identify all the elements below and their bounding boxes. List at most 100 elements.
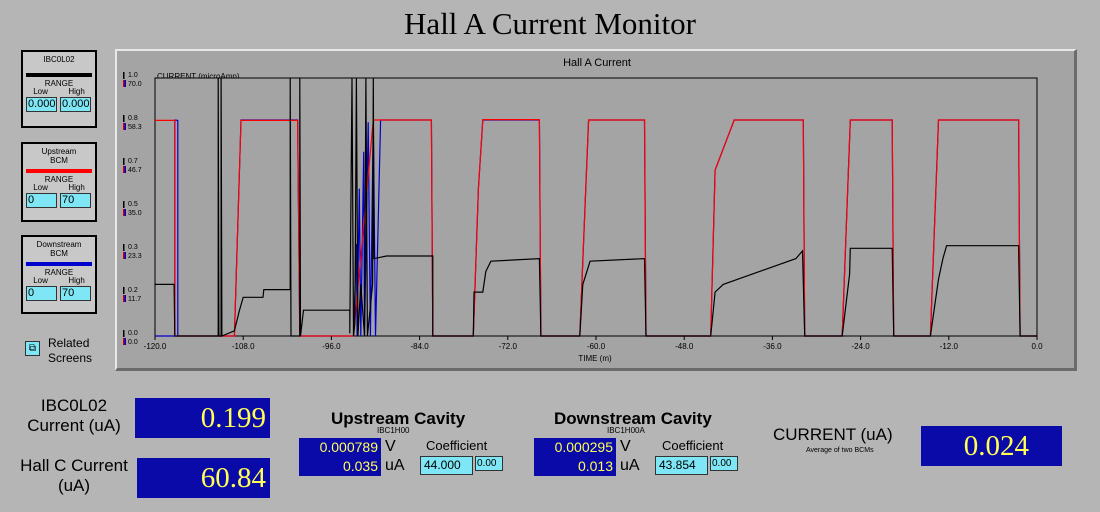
current-label: CURRENT (uA)	[773, 425, 893, 444]
x-tick-label: -48.0	[675, 342, 694, 351]
series-color-swatch	[26, 73, 92, 77]
y-tick-mark-downstream	[124, 252, 126, 259]
low-label: Low	[33, 276, 48, 285]
upstream-current-value: 0.035	[299, 457, 381, 476]
upstream-voltage-unit: V	[385, 438, 396, 455]
low-label: Low	[33, 183, 48, 192]
upstream-voltage-value: 0.000789	[299, 438, 381, 457]
y-tick-label-ibc: 0.8	[128, 115, 138, 122]
y-tick-mark-downstream	[124, 209, 126, 216]
x-tick-label: -84.0	[410, 342, 429, 351]
y-tick-mark-upstream	[123, 338, 125, 345]
related-screens-icon[interactable]: ⧉	[25, 341, 40, 356]
downstream-voltage-value: 0.000295	[534, 438, 616, 457]
y-tick-label-ibc: 0.5	[128, 201, 138, 208]
y-tick-mark-upstream	[123, 166, 125, 173]
y-tick-label-bcm: 70.0	[128, 81, 142, 88]
x-tick-label: -120.0	[144, 342, 167, 351]
current-chart: Hall A Current CURRENT (microAmp) TIME (…	[123, 57, 1043, 363]
x-tick-label: -24.0	[851, 342, 870, 351]
y-tick-mark-downstream	[124, 166, 126, 173]
panel-name: IBC0L02	[43, 55, 75, 64]
x-tick-label: -72.0	[499, 342, 518, 351]
y-tick-label-ibc: 0.7	[128, 158, 138, 165]
panel-name: Downstream BCM	[36, 240, 82, 258]
upstream-coefficient-label: Coefficient	[426, 438, 488, 453]
range-label: RANGE	[44, 268, 74, 277]
downstream-voltage-unit: V	[620, 438, 631, 455]
x-tick-label: -12.0	[940, 342, 959, 351]
range-high-input[interactable]: 70	[60, 193, 91, 208]
y-tick-label-bcm: 46.7	[128, 167, 142, 174]
range-label: RANGE	[44, 79, 74, 88]
y-tick-label-ibc: 0.2	[128, 287, 138, 294]
high-label: High	[68, 87, 85, 96]
chart-ylabel: CURRENT (microAmp)	[157, 72, 240, 81]
x-tick-label: -60.0	[587, 342, 606, 351]
upstream-coefficient-input[interactable]: 44.000	[420, 456, 473, 475]
y-tick-label-bcm: 35.0	[128, 210, 142, 217]
ibc0l02-current-value: 0.199	[135, 398, 270, 438]
y-tick-mark-downstream	[124, 338, 126, 345]
y-tick-label-bcm: 11.7	[128, 296, 141, 303]
upstream-cavity-sub: IBC1H00	[377, 426, 410, 435]
range-low-input[interactable]: 0	[26, 286, 57, 301]
upstream-cavity-title: Upstream Cavity	[331, 409, 466, 428]
y-tick-mark-downstream	[124, 80, 126, 87]
y-tick-label-ibc: 0.0	[128, 330, 138, 337]
ibc0l02-current-label: IBC0L02 Current (uA)	[27, 396, 121, 435]
high-label: High	[68, 276, 85, 285]
y-tick-label-bcm: 23.3	[128, 253, 142, 260]
downstream-coefficient-label: Coefficient	[662, 438, 724, 453]
downstream-cavity-sub: IBC1H00A	[607, 426, 645, 435]
y-tick-label-bcm: 58.3	[128, 124, 142, 131]
series-color-swatch	[26, 169, 92, 173]
y-tick-mark-upstream	[123, 80, 125, 87]
chart-title: Hall A Current	[563, 57, 631, 69]
hallc-current-label: Hall C Current (uA)	[20, 456, 128, 495]
y-tick-mark-downstream	[124, 295, 126, 302]
x-tick-label: -36.0	[763, 342, 782, 351]
downstream-offset-input[interactable]: 0.00	[710, 456, 738, 471]
low-label: Low	[33, 87, 48, 96]
upstream-offset-input[interactable]: 0.00	[475, 456, 503, 471]
chart-frame: Hall A Current CURRENT (microAmp) TIME (…	[115, 49, 1077, 371]
range-high-input[interactable]: 70	[60, 286, 91, 301]
y-tick-mark-ibc	[123, 158, 125, 165]
y-tick-mark-upstream	[123, 123, 125, 130]
hallc-current-value: 60.84	[137, 458, 270, 498]
y-tick-mark-upstream	[123, 295, 125, 302]
chart-xlabel: TIME (m)	[578, 354, 612, 363]
range-label: RANGE	[44, 175, 74, 184]
y-tick-label-bcm: 0.0	[128, 339, 138, 346]
panel-name: Upstream BCM	[41, 147, 77, 165]
y-tick-mark-ibc	[123, 244, 125, 251]
series-color-swatch	[26, 262, 92, 266]
downstream-cavity-title: Downstream Cavity	[554, 409, 712, 428]
y-tick-mark-upstream	[123, 252, 125, 259]
page-title: Hall A Current Monitor	[404, 6, 696, 41]
high-label: High	[68, 183, 85, 192]
related-screens-label[interactable]: Related Screens	[48, 336, 93, 365]
ibc0l02-panel: IBC0L02 RANGE Low High 0.000 0.000	[21, 50, 97, 128]
current-value: 0.024	[921, 426, 1062, 466]
downstream-bcm-panel: Downstream BCM RANGE Low High 0 70	[21, 235, 97, 314]
range-low-input[interactable]: 0	[26, 193, 57, 208]
x-tick-label: -96.0	[322, 342, 341, 351]
series-line-ibc0l02	[155, 77, 1037, 337]
y-tick-mark-ibc	[123, 287, 125, 294]
downstream-current-value: 0.013	[534, 457, 616, 476]
y-tick-label-ibc: 1.0	[128, 72, 138, 79]
y-tick-mark-ibc	[123, 115, 125, 122]
plot-background	[154, 77, 1038, 337]
upstream-bcm-panel: Upstream BCM RANGE Low High 0 70	[21, 142, 97, 222]
y-tick-label-ibc: 0.3	[128, 244, 138, 251]
x-tick-label: -108.0	[232, 342, 255, 351]
downstream-coefficient-input[interactable]: 43.854	[655, 456, 708, 475]
y-tick-mark-ibc	[123, 201, 125, 208]
x-tick-label: 0.0	[1031, 342, 1043, 351]
upstream-current-unit: uA	[385, 457, 405, 474]
downstream-current-unit: uA	[620, 457, 640, 474]
range-high-input[interactable]: 0.000	[60, 97, 91, 112]
range-low-input[interactable]: 0.000	[26, 97, 57, 112]
